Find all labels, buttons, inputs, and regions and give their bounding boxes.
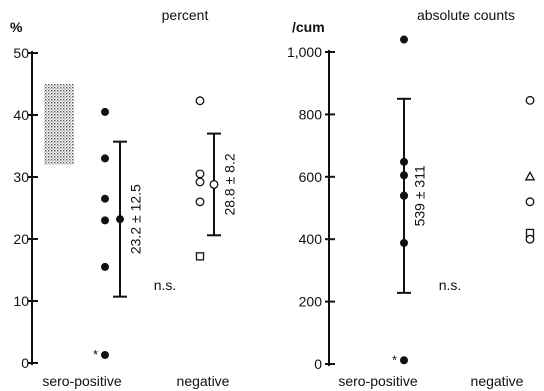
data-point [525, 197, 535, 207]
y-tick-label: 0 [314, 356, 322, 372]
data-point [101, 194, 109, 203]
data-point [195, 96, 205, 106]
absolute-counts-panel: absolute counts/cum 0 200 400 600 800 1,000 ser… [287, 7, 536, 389]
data-point [195, 197, 205, 207]
data-point [195, 169, 205, 179]
data-point [195, 252, 205, 261]
data-point [400, 35, 408, 44]
x-category-label: sero-positive [42, 373, 122, 389]
y-axis-unit-label: /cum [292, 19, 325, 35]
x-category-label: negative [177, 373, 230, 389]
mean-sd-label: 539 ± 311 [412, 165, 428, 226]
data-point [101, 107, 109, 116]
y-tick-label: 40 [13, 107, 29, 123]
significance-annotation: n.s. [154, 277, 177, 293]
chart-title: absolute counts [417, 7, 515, 23]
x-category-label: sero-positive [338, 373, 418, 389]
data-point [524, 170, 536, 181]
mean-sd-label: 23.2 ± 12.5 [128, 184, 144, 254]
mean-marker [209, 179, 219, 189]
data-point-note: * [93, 347, 98, 362]
y-tick-label: 600 [299, 169, 323, 185]
data-point [525, 95, 535, 105]
y-tick-label: 10 [13, 293, 29, 309]
mean-marker [116, 215, 124, 224]
y-tick-label: 20 [13, 231, 29, 247]
percent-panel: percent% 0 10 20 30 40 50 sero-positive negative… [10, 7, 238, 389]
chart-title: percent [162, 7, 209, 23]
y-tick-label: 50 [13, 45, 29, 61]
x-category-label: negative [471, 373, 524, 389]
data-point [101, 350, 109, 359]
data-point [101, 262, 109, 271]
y-tick-label: 30 [13, 169, 29, 185]
data-point [525, 234, 535, 244]
data-point [400, 356, 408, 365]
y-tick-label: 400 [299, 231, 323, 247]
data-point [195, 177, 205, 187]
y-tick-label: 0 [21, 355, 29, 371]
significance-annotation: n.s. [439, 277, 462, 293]
y-tick-label: 800 [299, 106, 323, 122]
y-tick-label: 200 [299, 294, 323, 310]
mean-sd-label: 28.8 ± 8.2 [222, 153, 238, 215]
data-point [101, 216, 109, 225]
data-point-note: * [392, 352, 397, 367]
shaded-reference-range [44, 84, 74, 165]
y-tick-label: 1,000 [287, 44, 322, 60]
y-axis-unit-label: % [10, 19, 23, 35]
mean-marker [400, 191, 408, 200]
data-point [101, 154, 109, 163]
